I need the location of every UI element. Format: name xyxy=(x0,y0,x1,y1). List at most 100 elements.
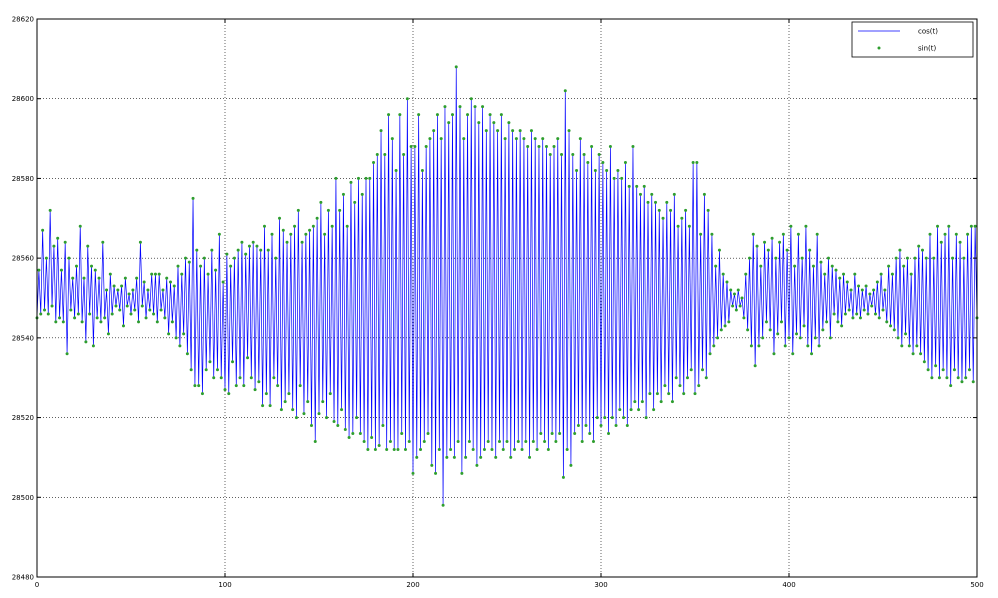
series-marker xyxy=(842,272,846,276)
series-marker xyxy=(494,455,498,459)
series-marker xyxy=(684,208,688,212)
series-marker xyxy=(889,324,893,328)
series-marker xyxy=(217,232,221,236)
series-marker xyxy=(39,312,43,316)
series-marker xyxy=(877,316,881,320)
series-marker xyxy=(375,153,379,157)
series-marker xyxy=(366,447,370,451)
series-marker xyxy=(482,447,486,451)
series-marker xyxy=(567,129,571,133)
series-marker xyxy=(135,276,139,280)
series-marker xyxy=(593,168,597,172)
series-marker xyxy=(638,192,642,196)
series-marker xyxy=(121,324,125,328)
series-marker xyxy=(238,376,242,380)
series-marker xyxy=(704,376,708,380)
legend-box xyxy=(851,21,974,58)
series-marker xyxy=(189,368,193,372)
series-marker xyxy=(347,436,351,439)
series-marker xyxy=(875,280,879,284)
x-tick-label: 400 xyxy=(782,581,795,589)
series-marker xyxy=(736,288,740,292)
series-marker xyxy=(180,272,184,276)
legend: cos(t) sin(t) xyxy=(851,21,974,58)
series-marker xyxy=(63,240,67,244)
series-marker xyxy=(631,145,635,149)
series-marker xyxy=(753,364,757,368)
series-marker xyxy=(505,439,509,443)
series-marker xyxy=(580,439,584,443)
series-marker xyxy=(452,455,456,459)
series-marker xyxy=(930,376,934,380)
series-marker xyxy=(385,447,389,451)
ticks: 28480 28500 28520 28540 28560 28580 28600 28620… xyxy=(12,16,984,590)
y-tick-label: 28560 xyxy=(12,255,34,263)
series-marker xyxy=(349,180,353,184)
series-marker xyxy=(445,455,449,459)
series-marker xyxy=(355,416,359,420)
series-marker xyxy=(601,160,605,164)
series-marker xyxy=(817,344,821,348)
series-marker xyxy=(569,463,573,467)
series-marker xyxy=(343,428,347,432)
series-marker xyxy=(787,336,791,340)
series-marker xyxy=(99,320,103,324)
series-marker xyxy=(834,268,838,272)
series-marker xyxy=(578,137,582,141)
series-marker xyxy=(697,384,701,388)
series-marker xyxy=(825,320,829,324)
series-marker xyxy=(590,145,594,149)
series-marker xyxy=(622,416,626,420)
series-marker xyxy=(287,392,291,396)
series-marker xyxy=(625,424,629,428)
series-marker xyxy=(340,408,344,412)
series-marker xyxy=(620,176,624,180)
series-marker xyxy=(821,328,825,332)
series-marker xyxy=(137,320,141,324)
series-marker xyxy=(731,304,735,308)
series-marker xyxy=(249,376,253,380)
series-marker xyxy=(114,304,118,308)
series-marker xyxy=(424,145,428,149)
series-marker xyxy=(182,332,186,336)
series-marker xyxy=(496,129,500,133)
series-marker xyxy=(546,447,550,451)
series-marker xyxy=(926,368,930,372)
series-marker xyxy=(740,296,744,300)
series-marker xyxy=(97,276,101,280)
series-marker xyxy=(610,416,614,420)
series-marker xyxy=(219,376,223,380)
series-marker xyxy=(364,176,368,180)
series-marker xyxy=(174,336,178,340)
series-marker xyxy=(279,408,283,412)
series-marker xyxy=(826,256,830,260)
series-marker xyxy=(524,439,528,443)
series-marker xyxy=(560,153,564,157)
series-marker xyxy=(321,400,325,404)
series-marker xyxy=(742,316,746,320)
series-marker xyxy=(148,308,152,312)
series-marker xyxy=(44,256,48,260)
series-marker xyxy=(588,432,592,436)
series-marker xyxy=(642,184,646,188)
series-marker xyxy=(165,276,169,280)
series-marker xyxy=(883,288,887,292)
series-marker xyxy=(945,376,949,380)
y-tick-label: 28580 xyxy=(12,175,34,183)
series-marker xyxy=(454,65,458,69)
series-marker xyxy=(471,447,475,451)
series-marker xyxy=(353,200,357,204)
series-marker xyxy=(811,264,815,268)
series-marker xyxy=(513,447,517,451)
series-marker xyxy=(447,121,451,125)
series-marker xyxy=(960,380,964,384)
series-marker xyxy=(41,228,45,232)
series-marker xyxy=(663,384,667,388)
series-marker xyxy=(853,272,857,276)
series-marker xyxy=(227,392,231,396)
series-marker xyxy=(659,400,663,404)
series-marker xyxy=(716,336,720,340)
series-marker xyxy=(552,145,556,149)
series-marker xyxy=(157,272,161,276)
series-marker xyxy=(118,308,122,312)
